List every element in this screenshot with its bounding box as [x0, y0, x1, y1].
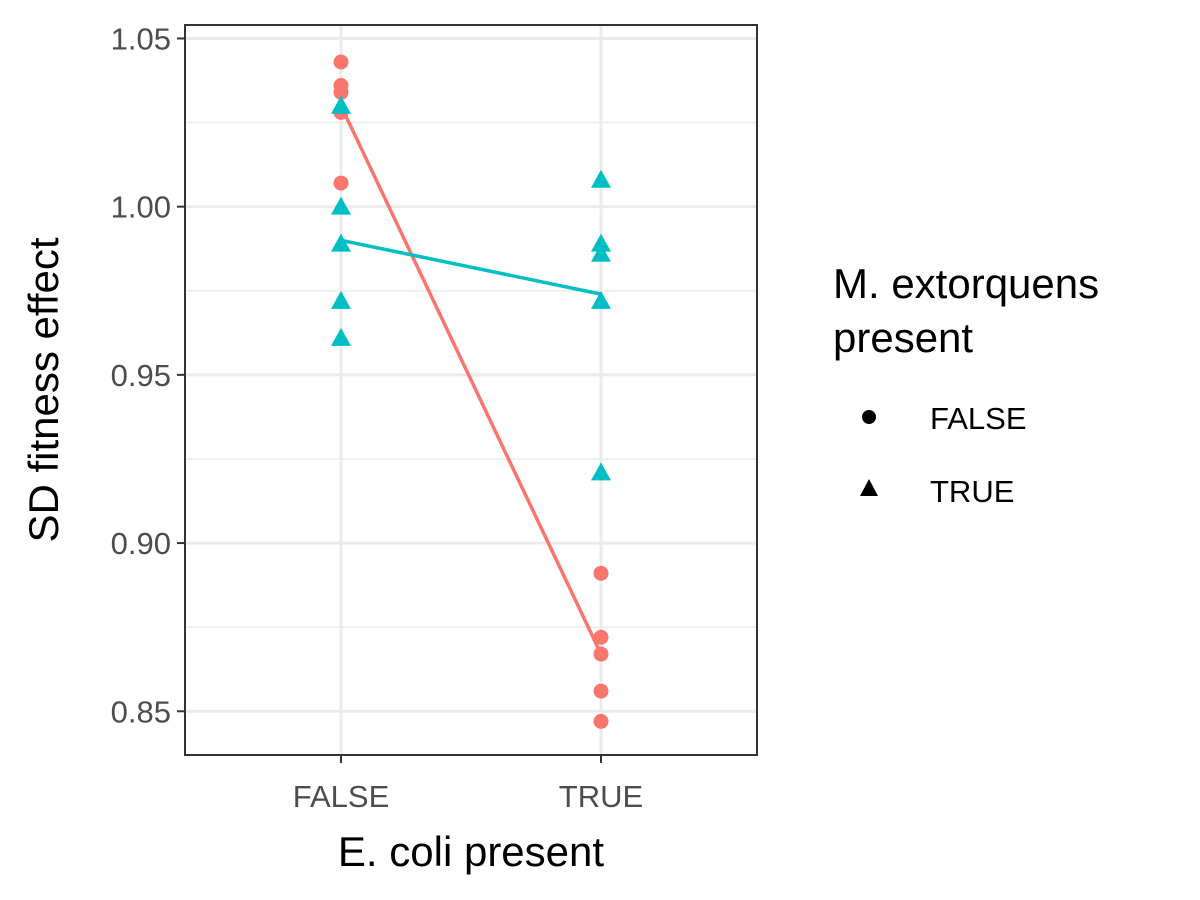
data-point-triangle [591, 233, 611, 252]
panel-border [184, 24, 758, 756]
data-point-triangle [331, 95, 351, 114]
y-tick-label: 0.95 [111, 358, 171, 393]
legend-key-circle [862, 410, 876, 424]
data-point-circle [593, 713, 609, 729]
legend-title-line-2: present [833, 314, 973, 361]
legend-title-line-1: M. extorquens [833, 260, 1099, 307]
legend-key-triangle [860, 479, 878, 496]
data-point-triangle [331, 233, 351, 252]
x-axis-title: E. coli present [338, 828, 604, 875]
mean-lines [339, 104, 603, 655]
data-point-triangle [591, 243, 611, 262]
legend-label-false: FALSE [930, 401, 1027, 436]
grid [185, 25, 757, 755]
x-tick-label: TRUE [559, 779, 643, 814]
y-tick-label: 0.85 [111, 694, 171, 729]
y-tick-label: 0.90 [111, 526, 171, 561]
mean-line-false [339, 104, 603, 655]
mean-line-true [340, 238, 602, 296]
data-point-circle [333, 84, 349, 100]
data-point-triangle [331, 327, 351, 346]
data-point-circle [593, 629, 609, 645]
axes: 0.85 0.90 0.95 1.00 1.05 FALSE TRUE [111, 21, 644, 814]
data-points [331, 54, 611, 729]
data-point-triangle [591, 462, 611, 481]
data-point-triangle [331, 290, 351, 309]
y-tick-label: 1.00 [111, 190, 171, 225]
x-tick-label: FALSE [293, 779, 390, 814]
y-tick-label: 1.05 [111, 21, 171, 56]
legend-label-true: TRUE [930, 474, 1014, 509]
data-point-triangle [331, 196, 351, 215]
legend: M. extorquens present FALSE TRUE [833, 260, 1099, 509]
data-point-circle [333, 175, 349, 191]
y-axis-title: SD fitness effect [20, 237, 67, 542]
data-point-circle [593, 683, 609, 699]
data-point-circle [593, 565, 609, 581]
data-point-circle [333, 54, 349, 70]
data-point-triangle [591, 169, 611, 188]
data-point-circle [593, 646, 609, 662]
data-point-triangle [591, 290, 611, 309]
